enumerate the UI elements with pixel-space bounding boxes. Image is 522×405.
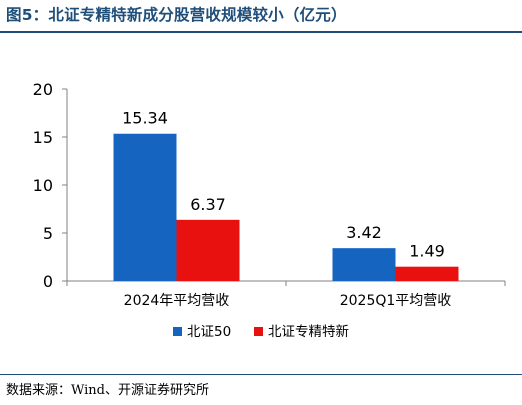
x-axis: 2024年平均营收 2025Q1平均营收 <box>66 280 506 309</box>
y-tick-label: 0 <box>43 272 53 291</box>
x-tick-label: 2025Q1平均营收 <box>340 293 452 309</box>
bar <box>332 248 396 281</box>
source-note: 数据来源：Wind、开源证券研究所 <box>6 383 209 398</box>
legend-swatch <box>173 327 182 336</box>
legend-swatch <box>254 327 263 336</box>
legend-label: 北证50 <box>187 324 231 340</box>
bar <box>113 133 177 281</box>
y-tick-label: 10 <box>33 176 53 195</box>
bar <box>176 219 240 281</box>
bar-data-label: 6.37 <box>190 195 226 214</box>
bar-data-label: 1.49 <box>409 242 445 261</box>
x-tick-label: 2024年平均营收 <box>124 293 230 309</box>
y-tick-label: 5 <box>43 224 53 243</box>
y-tick-label: 20 <box>33 80 53 99</box>
legend-label: 北证专精特新 <box>268 324 349 340</box>
bar-chart: 0 5 10 15 20 2024年平均营收 2025Q1平均营收 15.34 6.37 3.… <box>33 80 506 340</box>
bar-data-label: 3.42 <box>346 223 382 242</box>
bars <box>113 133 459 281</box>
legend: 北证50 北证专精特新 <box>173 324 349 340</box>
footer-divider <box>0 374 522 375</box>
bar <box>395 266 459 281</box>
chart-title: 图5：北证专精特新成分股营收规模较小（亿元） <box>6 6 347 24</box>
bar-data-label: 15.34 <box>122 109 168 128</box>
title-divider <box>0 31 522 33</box>
y-axis: 0 5 10 15 20 <box>33 80 68 291</box>
y-tick-label: 15 <box>33 128 53 147</box>
bar-labels: 15.34 6.37 3.42 1.49 <box>122 109 445 261</box>
